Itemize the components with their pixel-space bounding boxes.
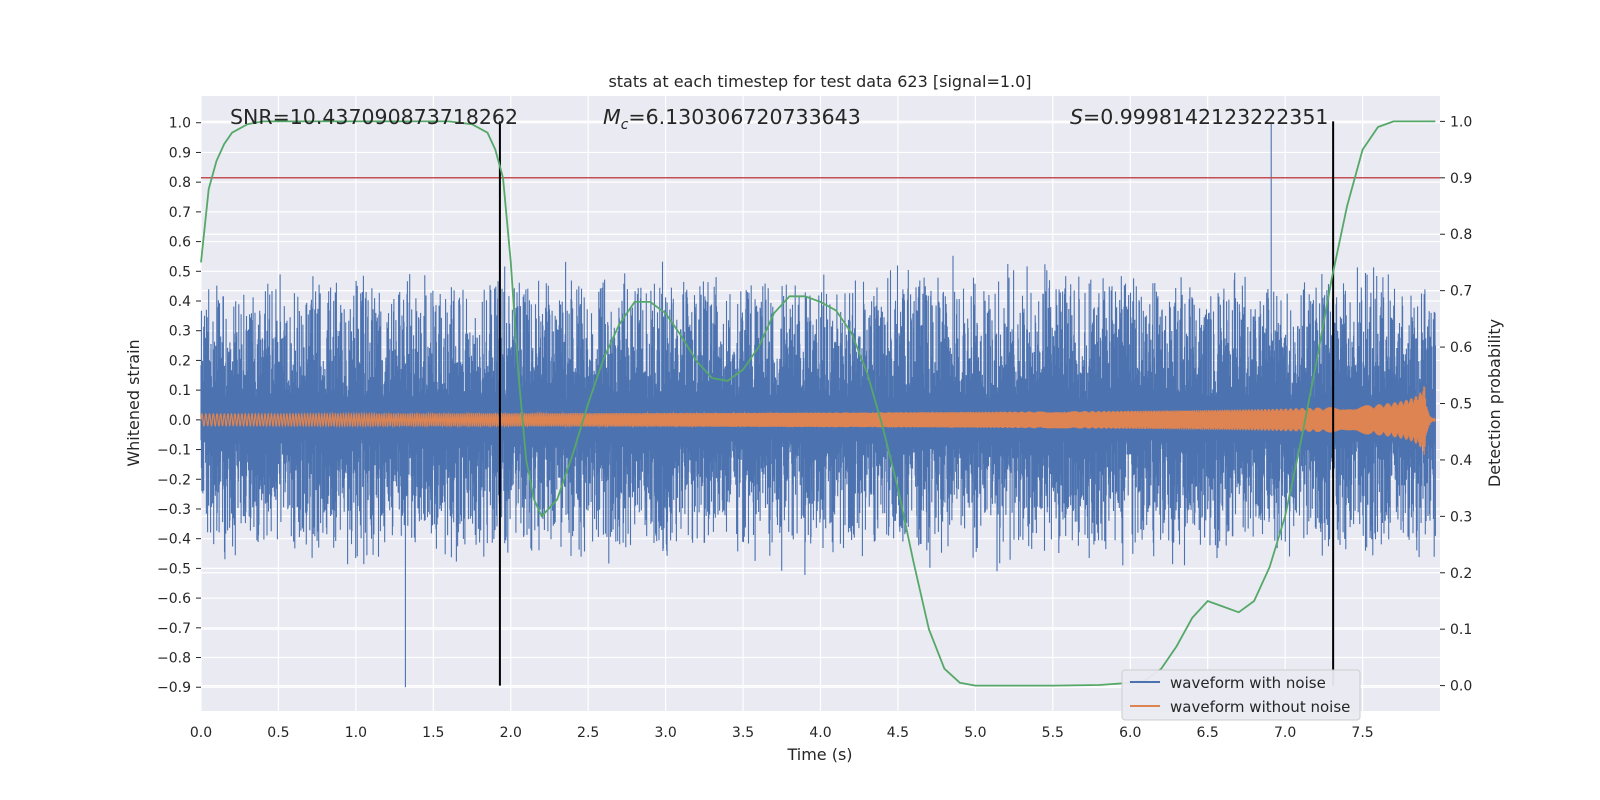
y-tick-labels: 1.0 0.9 0.8 0.7 0.6 0.5 0.4 0.3 0.2 0.1 0.0 −0.1 −0.…	[157, 116, 191, 696]
x-tick-labels: 0.0 0.5 1.0 1.5 2.0 2.5 3.0 3.5 4.0 4.5 5.0 5.5 6.0 6…	[190, 725, 1374, 741]
y-tick-label: 1.0	[169, 116, 191, 132]
y2-tick-label: 0.0	[1450, 679, 1472, 695]
y-tick-label: −0.6	[157, 591, 191, 607]
x-tick-label: 0.5	[267, 725, 289, 741]
y-tick-label: 0.5	[169, 264, 191, 280]
y-tick-label: −0.4	[157, 532, 191, 548]
y2-tick-label: 0.3	[1450, 509, 1472, 525]
y-tick-label: −0.3	[157, 502, 191, 518]
y-tick-label: −0.9	[157, 680, 191, 696]
y2-tick-label: 1.0	[1450, 114, 1472, 130]
y2-tick-label: 0.7	[1450, 284, 1472, 300]
legend: waveform with noise waveform without noi…	[1121, 669, 1361, 721]
y-tick-label: 0.0	[169, 413, 191, 429]
x-tick-label: 1.0	[345, 725, 367, 741]
series-clean-line	[200, 386, 1436, 455]
y2-tick-labels: 1.0 0.9 0.8 0.7 0.6 0.5 0.4 0.3 0.2 0.1 0.0	[1450, 114, 1472, 694]
chart-title: stats at each timestep for test data 623…	[608, 72, 1031, 91]
x-tick-label: 4.0	[809, 725, 831, 741]
y2-tick-label: 0.9	[1450, 171, 1472, 187]
legend-box	[1121, 669, 1361, 721]
x-tick-label: 1.5	[422, 725, 444, 741]
y-tick-label: 0.8	[169, 175, 191, 191]
x-tick-label: 2.0	[500, 725, 522, 741]
x-tick-label: 3.5	[732, 725, 754, 741]
chirp-mass-annotation: Mc=6.130306720733643	[603, 105, 861, 133]
y-tick-label: 0.1	[169, 383, 191, 399]
y2-tick-label: 0.5	[1450, 397, 1472, 413]
series-layer	[200, 120, 1440, 688]
score-annotation: S=0.9998142123222351	[1070, 105, 1328, 129]
x-axis-label: Time (s)	[786, 745, 852, 764]
legend-label-noise: waveform with noise	[1170, 674, 1326, 692]
x-tick-label: 3.0	[654, 725, 676, 741]
y2-tick-label: 0.8	[1450, 227, 1472, 243]
y2-tick-label: 0.2	[1450, 566, 1472, 582]
x-tick-label: 7.5	[1351, 725, 1373, 741]
y-axis-label: Whitened strain	[124, 339, 143, 466]
x-tick-label: 5.0	[964, 725, 986, 741]
x-tick-label: 5.5	[1042, 725, 1064, 741]
x-tick-label: 0.0	[190, 725, 212, 741]
y2-tick-label: 0.4	[1450, 453, 1472, 469]
x-tick-label: 2.5	[577, 725, 599, 741]
x-tick-label: 6.0	[1119, 725, 1141, 741]
y-tick-label: 0.7	[169, 205, 191, 221]
legend-label-clean: waveform without noise	[1170, 698, 1350, 716]
x-tick-label: 4.5	[887, 725, 909, 741]
y-tick-label: −0.7	[157, 621, 191, 637]
y-tick-label: 0.9	[169, 145, 191, 161]
y-tick-label: −0.2	[157, 472, 191, 488]
x-tick-label: 7.0	[1274, 725, 1296, 741]
y-tick-label: 0.2	[169, 353, 191, 369]
x-tick-label: 6.5	[1197, 725, 1219, 741]
y-tick-label: 0.4	[169, 294, 191, 310]
y-tick-label: 0.6	[169, 235, 191, 251]
series-probability-line	[200, 120, 1436, 687]
y-tick-label: 0.3	[169, 324, 191, 340]
snr-annotation: SNR=10.437090873718262	[230, 105, 518, 129]
y2-tick-label: 0.6	[1450, 340, 1472, 356]
y-tick-label: −0.1	[157, 443, 191, 459]
y2-axis-label: Detection probability	[1485, 319, 1504, 487]
y-tick-label: −0.8	[157, 651, 191, 667]
y2-tick-label: 0.1	[1450, 622, 1472, 638]
y-tick-label: −0.5	[157, 561, 191, 577]
